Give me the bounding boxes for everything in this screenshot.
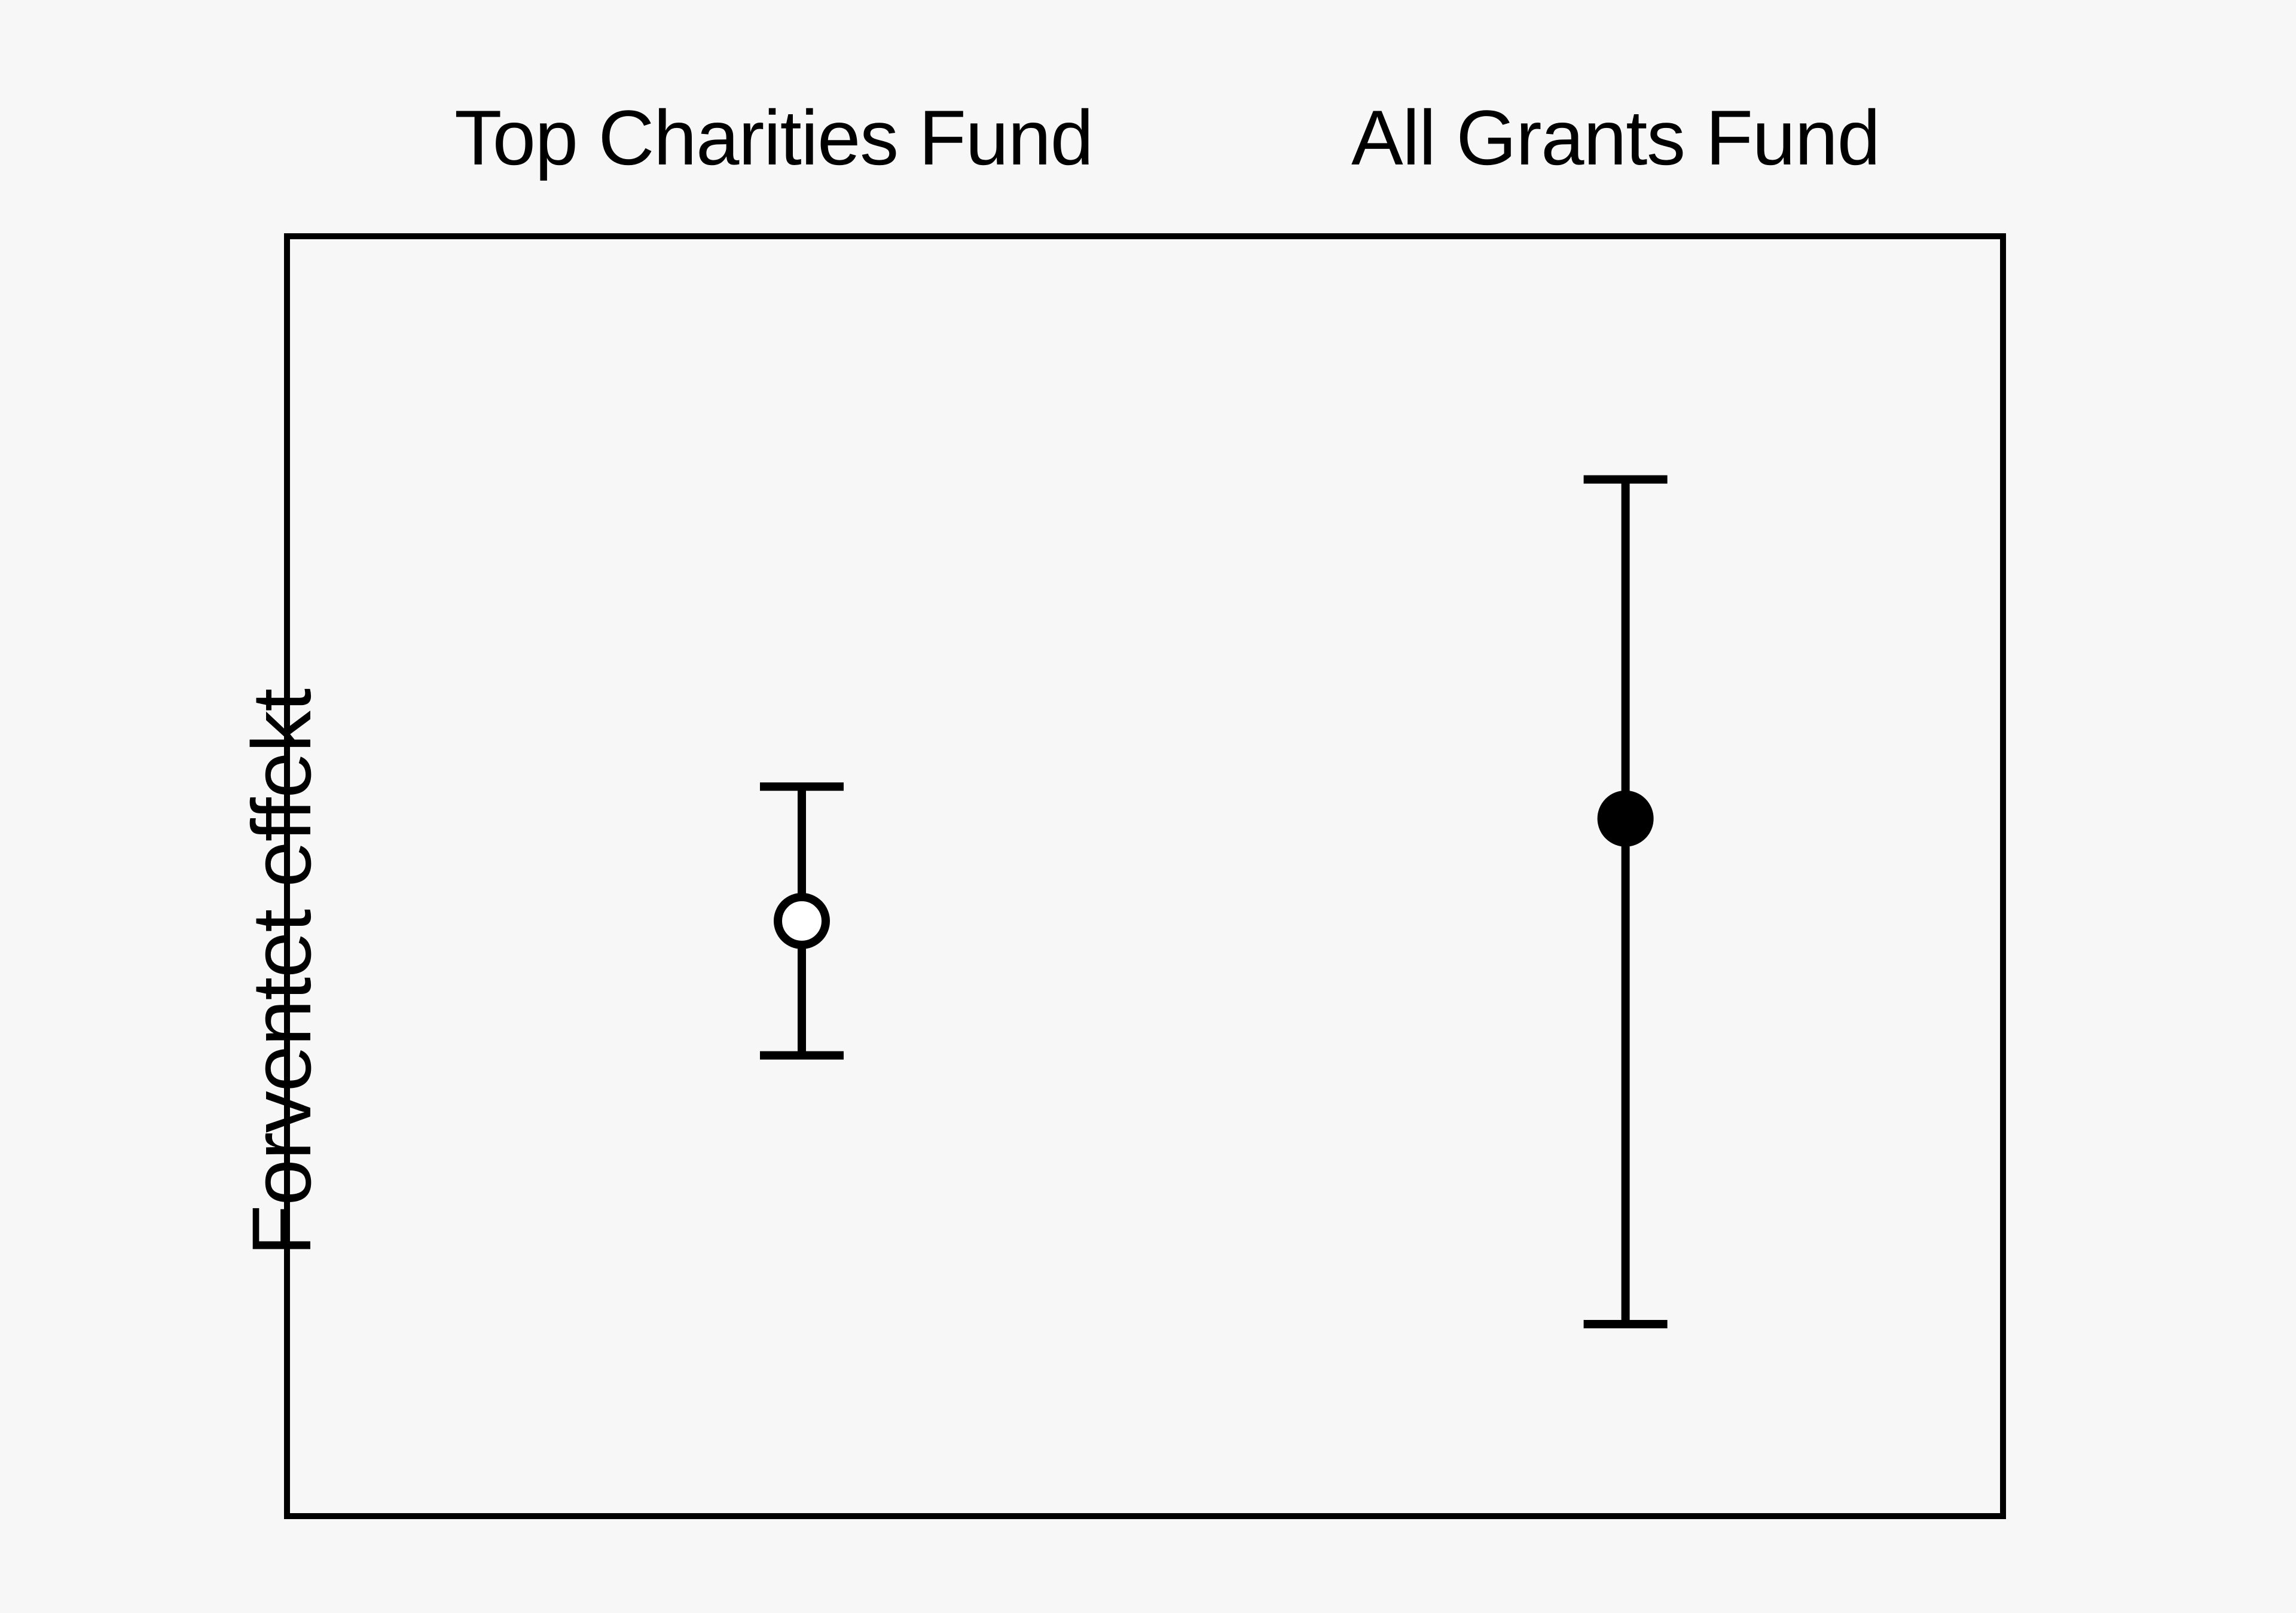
chart-canvas: Forventet effekt Top Charities FundAll G… [0,0,2296,1613]
column-label-0: Top Charities Fund [454,93,1093,182]
column-label-1: All Grants Fund [1351,93,1880,182]
plot-svg [0,0,2296,1613]
